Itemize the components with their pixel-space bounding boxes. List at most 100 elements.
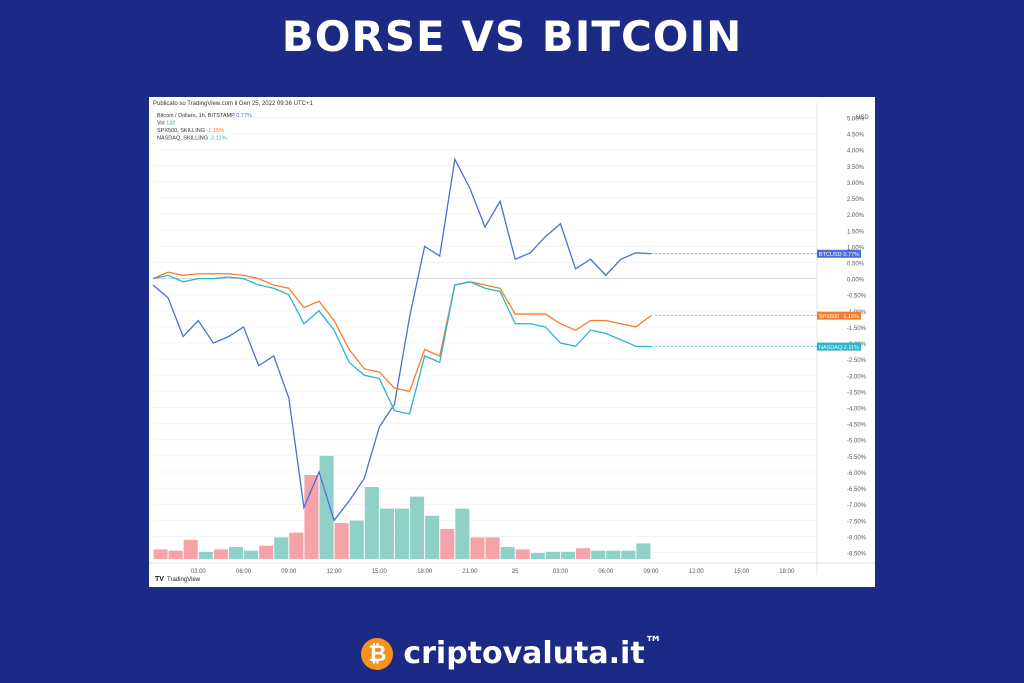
volume-bar xyxy=(319,455,334,559)
legend-entry: SPX500, SKILLING -1.15% xyxy=(157,128,224,134)
volume-bar xyxy=(349,520,364,559)
y-tick-label: -8.00% xyxy=(847,535,867,541)
volume-bar xyxy=(289,532,304,559)
currency-label: USD xyxy=(856,115,869,121)
headline: BORSE VS BITCOIN xyxy=(281,12,743,61)
volume-bar xyxy=(213,549,228,559)
trademark-mark: ™ xyxy=(644,633,663,654)
volume-bar xyxy=(168,550,183,559)
x-tick-label: 09:00 xyxy=(643,569,659,575)
y-tick-label: 4.00% xyxy=(847,149,865,155)
volume-bar xyxy=(606,550,621,559)
legend-label: NASDAQ, SKILLING xyxy=(157,136,210,142)
volume-bar xyxy=(259,545,274,559)
volume-bar xyxy=(545,551,560,559)
volume-bar xyxy=(560,551,576,559)
volume-bar xyxy=(455,508,470,559)
volume-bar xyxy=(500,547,515,559)
x-tick-label: 15:00 xyxy=(372,569,388,575)
tradingview-label: TradingView xyxy=(167,577,201,583)
y-tick-label: -7.00% xyxy=(847,503,867,509)
price-tag-value: -2.11% xyxy=(842,345,859,351)
x-tick-label: 09:00 xyxy=(281,569,297,575)
volume-bar xyxy=(440,529,455,559)
volume-bar xyxy=(636,543,651,559)
y-tick-label: -3.50% xyxy=(847,390,867,396)
volume-bar xyxy=(334,523,349,559)
volume-bar xyxy=(364,487,379,559)
y-tick-label: -5.00% xyxy=(847,439,867,445)
volume-bar xyxy=(183,539,198,559)
x-tick-label: 06:00 xyxy=(236,569,252,575)
series-line-nasdaq xyxy=(152,274,652,415)
y-tick-label: 0.50% xyxy=(847,261,865,267)
volume-bar xyxy=(621,550,636,559)
y-tick-label: 2.50% xyxy=(847,197,865,203)
x-tick-label: 12:00 xyxy=(689,569,705,575)
legend-entry: NASDAQ, SKILLING -2.11% xyxy=(157,136,227,142)
legend-entry: Vol 132 xyxy=(157,121,175,127)
bitcoin-logo-icon: ₿ xyxy=(361,637,394,670)
volume-bar xyxy=(379,508,394,559)
volume-bar xyxy=(244,550,259,559)
y-tick-label: -6.00% xyxy=(847,471,867,477)
y-tick-label: -3.00% xyxy=(847,374,867,380)
price-tag-name: BTCUSD xyxy=(819,252,842,258)
price-tag-bg xyxy=(817,311,861,320)
volume-bar xyxy=(515,549,530,559)
series-line-btcusd xyxy=(152,157,652,522)
y-tick-label: -5.50% xyxy=(847,455,867,461)
y-tick-label: -8.50% xyxy=(847,552,867,558)
brand-name: criptovaluta.it xyxy=(403,636,645,671)
price-tag-value: -1.15% xyxy=(842,314,860,320)
y-tick-label: 5.00% xyxy=(847,116,865,122)
published-label: Publicato su TradingView.com il Gen 25, … xyxy=(153,101,313,107)
y-tick-label: 1.00% xyxy=(847,245,865,251)
price-tag-name: SPX500 xyxy=(819,314,839,320)
price-tag-bg xyxy=(817,249,861,258)
legend-value: 0.77% xyxy=(236,113,252,119)
series-line-spx500 xyxy=(152,271,652,393)
x-tick-label: 25 xyxy=(512,569,519,575)
y-tick-label: 3.50% xyxy=(847,165,865,171)
legend-entry: Bitcoin / Dollaro, 1h, BITSTAMP 0.77% xyxy=(157,113,252,119)
volume-bar xyxy=(410,496,425,559)
y-tick-label: 1.50% xyxy=(847,229,865,235)
volume-bar xyxy=(198,551,213,559)
price-tag-value: 0.77% xyxy=(843,252,859,258)
x-tick-label: 21:00 xyxy=(462,569,478,575)
legend-label: Vol xyxy=(157,121,166,127)
legend-value: 132 xyxy=(166,121,175,127)
brand-footer: ₿ criptovaluta.it ™ xyxy=(0,633,1024,671)
y-tick-label: -4.00% xyxy=(847,407,867,413)
tradingview-logo-icon: TV xyxy=(155,576,164,583)
x-tick-label: 03:00 xyxy=(553,569,569,575)
y-tick-label: 0.00% xyxy=(847,278,865,284)
chart-panel: 5.00% 4.50% 4.00% 3.50% 3.00% 2.50% 2.00% 1.50%… xyxy=(149,97,875,587)
y-tick-label: 2.00% xyxy=(847,213,865,219)
x-tick-label: 18:00 xyxy=(417,569,433,575)
volume-bar xyxy=(153,549,168,559)
legend-label: SPX500, SKILLING xyxy=(157,128,207,134)
volume-bar xyxy=(228,547,244,559)
chart-svg: 5.00% 4.50% 4.00% 3.50% 3.00% 2.50% 2.00% 1.50%… xyxy=(149,101,875,583)
y-tick-label: -7.50% xyxy=(847,519,867,525)
price-tag-name: NASDAQ xyxy=(819,345,843,351)
volume-bar xyxy=(576,548,591,559)
legend-value: -1.15% xyxy=(207,128,225,134)
legend-value: -2.11% xyxy=(210,136,227,142)
x-tick-label: 15:00 xyxy=(734,569,750,575)
y-tick-label: -1.50% xyxy=(847,326,867,332)
volume-bar xyxy=(591,550,606,559)
y-tick-label: 4.50% xyxy=(847,133,865,139)
legend-label: Bitcoin / Dollaro, 1h, BITSTAMP xyxy=(157,113,236,119)
y-tick-label: -4.50% xyxy=(847,423,867,429)
price-tag-bg xyxy=(817,342,861,351)
y-tick-label: 3.00% xyxy=(847,181,865,187)
x-tick-label: 18:00 xyxy=(779,569,795,575)
y-tick-label: -2.50% xyxy=(847,358,867,364)
volume-bar xyxy=(470,537,485,559)
volume-bar xyxy=(530,553,545,559)
y-tick-label: -0.50% xyxy=(847,294,867,300)
x-tick-label: 03:00 xyxy=(191,569,207,575)
